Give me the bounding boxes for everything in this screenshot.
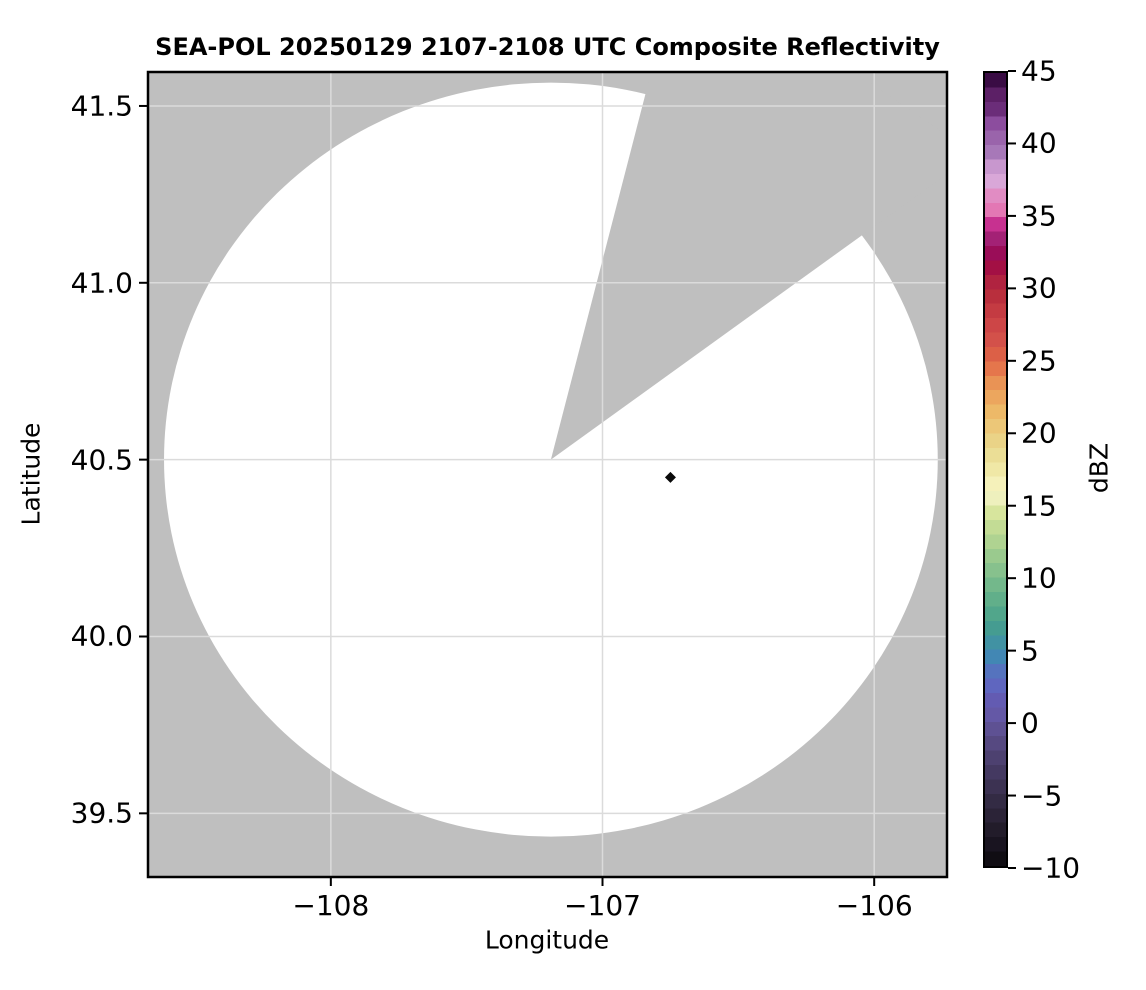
blocked-sector-wedge	[550, 72, 947, 460]
radar-coverage-area	[164, 82, 938, 837]
y-tick-label: 39.5	[70, 796, 133, 830]
colorbar-tick-label: −10	[1021, 851, 1081, 885]
y-tick-label: 41.5	[70, 89, 133, 123]
colorbar-gradient	[983, 71, 1008, 868]
colorbar-tick-label: 20	[1021, 416, 1057, 450]
colorbar-tick-label: 30	[1021, 271, 1057, 305]
colorbar-tick-label: 15	[1021, 489, 1057, 523]
colorbar-tick-label: 10	[1021, 561, 1057, 595]
colorbar-tick-label: 45	[1021, 54, 1057, 88]
y-tick-label: 40.5	[70, 443, 133, 477]
chart-title: SEA-POL 20250129 2107-2108 UTC Composite…	[155, 33, 940, 61]
colorbar-tick-label: 40	[1021, 126, 1057, 160]
y-axis-label: Latitude	[16, 422, 46, 526]
y-tick-label: 40.0	[70, 619, 133, 653]
colorbar-unit-label: dBZ	[1084, 442, 1114, 494]
colorbar-tick-label: 5	[1021, 634, 1039, 668]
colorbar-tick-label: 25	[1021, 344, 1057, 378]
x-tick-label: −108	[292, 889, 370, 922]
plot-background	[148, 72, 947, 877]
y-tick-label: 41.0	[70, 266, 133, 300]
colorbar-tick-label: 0	[1021, 706, 1039, 740]
colorbar-tick-label: 35	[1021, 199, 1057, 233]
x-tick-label: −106	[835, 889, 913, 922]
echo-point-marker	[664, 471, 676, 483]
axes-frame	[146, 70, 949, 879]
colorbar-tick-label: −5	[1021, 779, 1063, 813]
x-tick-label: −107	[564, 889, 641, 922]
x-axis-label: Longitude	[484, 925, 610, 955]
